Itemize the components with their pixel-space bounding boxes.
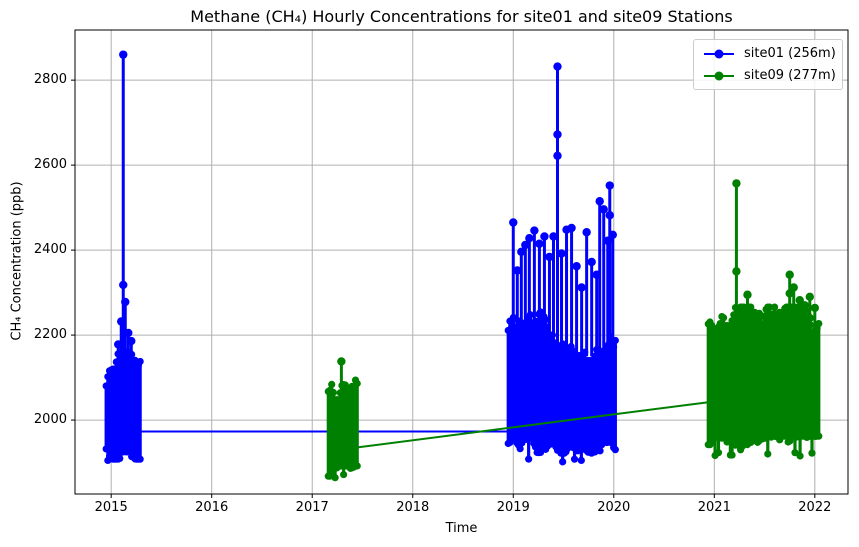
spike-marker bbox=[750, 308, 759, 318]
spike-marker bbox=[765, 312, 774, 321]
spike-marker bbox=[595, 197, 604, 206]
spike-marker bbox=[521, 240, 530, 250]
spike-marker bbox=[587, 257, 596, 267]
spike-marker bbox=[549, 232, 558, 241]
legend-item-site09: site09 (277m) bbox=[702, 65, 836, 86]
legend-sample-0 bbox=[704, 49, 734, 58]
spike-marker bbox=[572, 262, 581, 271]
spike-marker bbox=[124, 328, 133, 338]
spike-marker bbox=[553, 62, 562, 71]
legend-label-site09: site09 (277m) bbox=[744, 68, 836, 83]
spike-marker bbox=[535, 239, 544, 248]
spike-marker bbox=[800, 301, 809, 310]
spike-marker bbox=[540, 232, 549, 241]
spike-marker bbox=[517, 247, 526, 257]
spike-marker bbox=[775, 308, 784, 318]
gridlines bbox=[75, 30, 848, 494]
x-tick-label: 2016 bbox=[195, 500, 229, 515]
spike-marker bbox=[805, 292, 815, 302]
chart-title: Methane (CH₄) Hourly Concentrations for … bbox=[190, 7, 733, 26]
spike-marker bbox=[789, 283, 798, 292]
spike-marker bbox=[525, 234, 534, 243]
x-tick-label: 2022 bbox=[798, 500, 832, 515]
spike-marker bbox=[605, 181, 614, 190]
axes-border bbox=[74, 29, 849, 495]
x-tick-label: 2020 bbox=[597, 500, 631, 515]
series-site09 bbox=[324, 179, 823, 482]
series-site01 bbox=[102, 50, 619, 466]
legend-marker-icon bbox=[714, 49, 724, 58]
spike-marker bbox=[545, 252, 554, 262]
x-tick-label: 2017 bbox=[295, 500, 329, 515]
x-tick-label: 2019 bbox=[496, 500, 530, 515]
legend[interactable]: site01 (256m) site09 (277m) bbox=[693, 39, 843, 90]
spike-marker bbox=[577, 283, 586, 292]
spike-marker bbox=[557, 249, 566, 258]
legend-marker-icon bbox=[714, 71, 724, 80]
x-tick-label: 2018 bbox=[396, 500, 430, 515]
spike-marker bbox=[582, 228, 591, 237]
connector-line bbox=[358, 401, 709, 449]
spike-marker bbox=[509, 218, 518, 227]
tick-marks bbox=[71, 79, 816, 498]
spike-marker bbox=[117, 317, 126, 326]
y-tick-label: 2000 bbox=[33, 412, 67, 428]
spike-marker bbox=[599, 205, 608, 214]
spike-marker bbox=[567, 223, 576, 233]
legend-sample-1 bbox=[704, 71, 734, 80]
spike-marker bbox=[785, 270, 794, 279]
x-tick-label: 2015 bbox=[94, 500, 128, 515]
spike-marker bbox=[513, 266, 522, 275]
spike-marker bbox=[337, 357, 346, 366]
x-axis-label: Time bbox=[445, 521, 478, 536]
x-tick-label: 2021 bbox=[697, 500, 731, 515]
spike-marker bbox=[530, 226, 539, 235]
y-tick-label: 2800 bbox=[33, 72, 67, 88]
y-tick-label: 2400 bbox=[33, 242, 67, 258]
spike-marker bbox=[810, 303, 820, 313]
legend-item-site01: site01 (256m) bbox=[702, 43, 836, 64]
spike-marker bbox=[127, 336, 136, 346]
spike-marker bbox=[732, 179, 741, 188]
y-tick-label: 2200 bbox=[33, 327, 67, 343]
legend-label-site01: site01 (256m) bbox=[744, 46, 836, 61]
spike-marker bbox=[743, 290, 752, 299]
y-tick-label: 2600 bbox=[33, 157, 67, 173]
spike-marker bbox=[608, 230, 617, 240]
spike-marker bbox=[121, 297, 130, 307]
spike-marker bbox=[119, 50, 128, 59]
spike-marker bbox=[114, 340, 123, 349]
spike-marker bbox=[712, 325, 721, 335]
